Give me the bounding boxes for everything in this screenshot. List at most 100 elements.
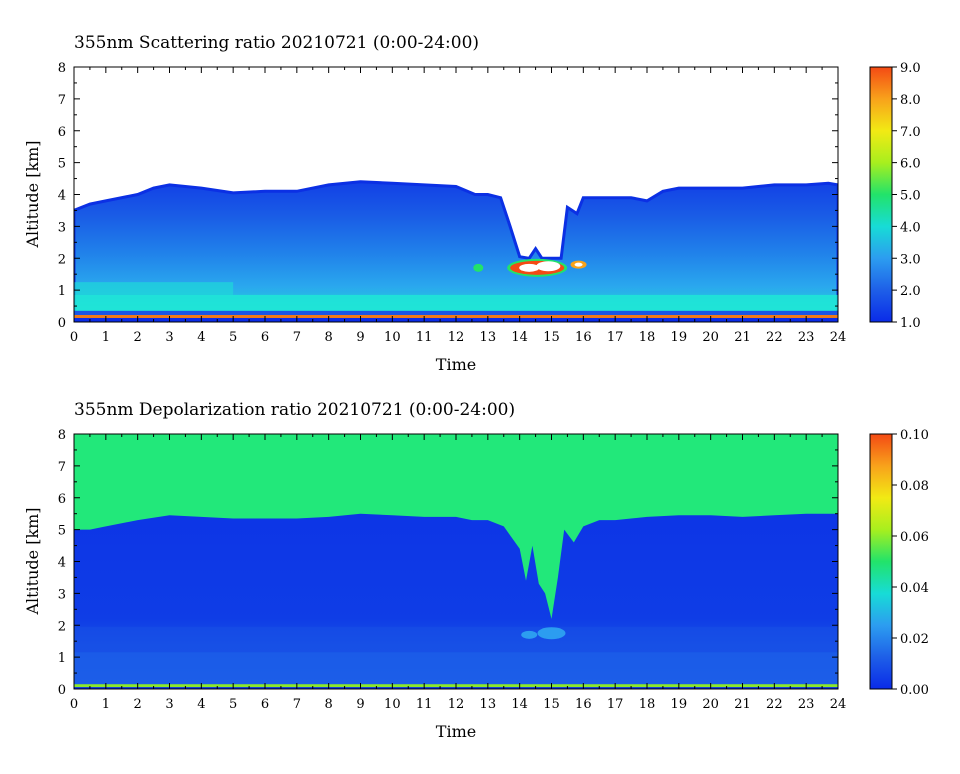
boundary-layer-band [74,294,838,311]
chart-title-scattering: 355nm Scattering ratio 20210721 (0:00-24… [74,33,479,53]
y-tick-label: 6 [58,125,66,140]
colorbar-depolarization [869,433,893,690]
cloud-patch [519,263,540,272]
colorbar-tick-label: 0.04 [900,581,929,596]
x-tick-label: 1 [102,330,110,345]
x-tick-label: 8 [325,697,333,712]
colorbar-scattering [869,66,893,323]
x-tick-label: 10 [384,697,401,712]
y-tick-label: 4 [58,556,66,571]
x-tick-label: 18 [639,330,656,345]
x-tick-label: 15 [543,697,560,712]
x-tick-label: 19 [671,330,688,345]
aerosol-layer [74,181,838,322]
x-tick-label: 18 [639,697,656,712]
cloud-patch [473,263,484,272]
y-tick-label: 2 [58,619,66,634]
x-tick-label: 12 [448,330,465,345]
colorbar-tick-label: 3.0 [900,252,921,267]
heatmap-field [74,434,838,689]
x-tick-label: 0 [70,697,78,712]
cloud-patch [536,261,561,272]
low-layer-band [74,652,838,685]
x-tick-label: 4 [197,330,205,345]
x-tick-label: 22 [766,697,783,712]
x-axis-label-depolarization: Time [436,722,476,741]
colorbar-tick-label: 6.0 [900,157,921,172]
boundary-layer-upper [74,282,234,295]
x-tick-label: 6 [261,330,269,345]
x-tick-label: 7 [293,330,301,345]
x-tick-label: 9 [356,697,364,712]
x-tick-label: 12 [448,697,465,712]
colorbar-tick-label: 4.0 [900,220,921,235]
x-tick-label: 15 [543,330,560,345]
x-tick-label: 7 [293,697,301,712]
cloud-patch [521,630,538,639]
y-tick-label: 3 [58,220,66,235]
x-tick-label: 13 [480,697,497,712]
x-tick-label: 11 [416,330,433,345]
y-tick-label: 0 [58,316,66,331]
x-tick-label: 14 [511,330,528,345]
y-tick-label: 2 [58,252,66,267]
x-tick-label: 17 [607,697,624,712]
x-tick-label: 3 [165,330,173,345]
heatmap-field [74,67,838,322]
colorbar-tick-label: 0.08 [900,479,929,494]
x-tick-label: 20 [702,697,719,712]
y-tick-label: 7 [58,93,66,108]
x-tick-label: 24 [830,330,847,345]
near-surface-band [74,310,838,315]
x-tick-label: 22 [766,330,783,345]
x-tick-label: 23 [798,330,815,345]
y-tick-label: 5 [58,524,66,539]
x-tick-label: 24 [830,697,847,712]
y-tick-label: 7 [58,460,66,475]
colorbar-tick-label: 0.00 [900,683,929,698]
y-axis-label-scattering: Altitude [km] [23,140,42,248]
x-tick-label: 10 [384,330,401,345]
x-tick-label: 5 [229,697,237,712]
x-tick-label: 0 [70,330,78,345]
x-tick-label: 21 [734,697,751,712]
x-tick-label: 2 [134,697,142,712]
y-tick-label: 8 [58,428,66,443]
colorbar-tick-label: 0.02 [900,632,929,647]
x-tick-label: 21 [734,330,751,345]
x-tick-label: 11 [416,697,433,712]
x-tick-label: 19 [671,697,688,712]
y-tick-label: 8 [58,61,66,76]
x-tick-label: 14 [511,697,528,712]
x-tick-label: 4 [197,697,205,712]
y-tick-label: 3 [58,587,66,602]
x-tick-label: 5 [229,330,237,345]
mid-layer-band [74,626,838,653]
chart-title-depolarization: 355nm Depolarization ratio 20210721 (0:0… [74,400,515,420]
colorbar-tick-label: 8.0 [900,93,921,108]
y-tick-label: 1 [58,651,66,666]
y-tick-label: 1 [58,284,66,299]
x-tick-label: 17 [607,330,624,345]
colorbar-ticks-depolarization: 0.00 0.02 0.04 0.06 0.08 0.10 [892,428,929,698]
x-axis-label-scattering: Time [436,355,476,374]
x-tick-label: 8 [325,330,333,345]
plot-area-depolarization: 0 1 2 3 4 5 6 7 8 9 10 11 12 13 14 15 16 17 18 19 20 21 22 23 24… [58,428,847,712]
colorbar-tick-label: 0.10 [900,428,929,443]
y-tick-label: 4 [58,189,66,204]
x-tick-label: 20 [702,330,719,345]
x-tick-label: 13 [480,330,497,345]
cloud-patch [537,627,566,640]
colorbar-tick-label: 0.06 [900,530,929,545]
colorbar-tick-label: 1.0 [900,316,921,331]
colorbar-tick-label: 2.0 [900,284,921,299]
x-tick-label: 16 [575,697,592,712]
aerosol-top-edge [74,180,838,322]
plot-area-scattering: 0 1 2 3 4 5 6 7 8 9 10 11 12 13 14 15 16 17 18 19 20 21 22 23 24… [58,61,847,345]
colorbar-tick-label: 5.0 [900,189,921,204]
y-tick-label: 5 [58,157,66,172]
y-tick-label: 6 [58,492,66,507]
x-tick-label: 23 [798,697,815,712]
